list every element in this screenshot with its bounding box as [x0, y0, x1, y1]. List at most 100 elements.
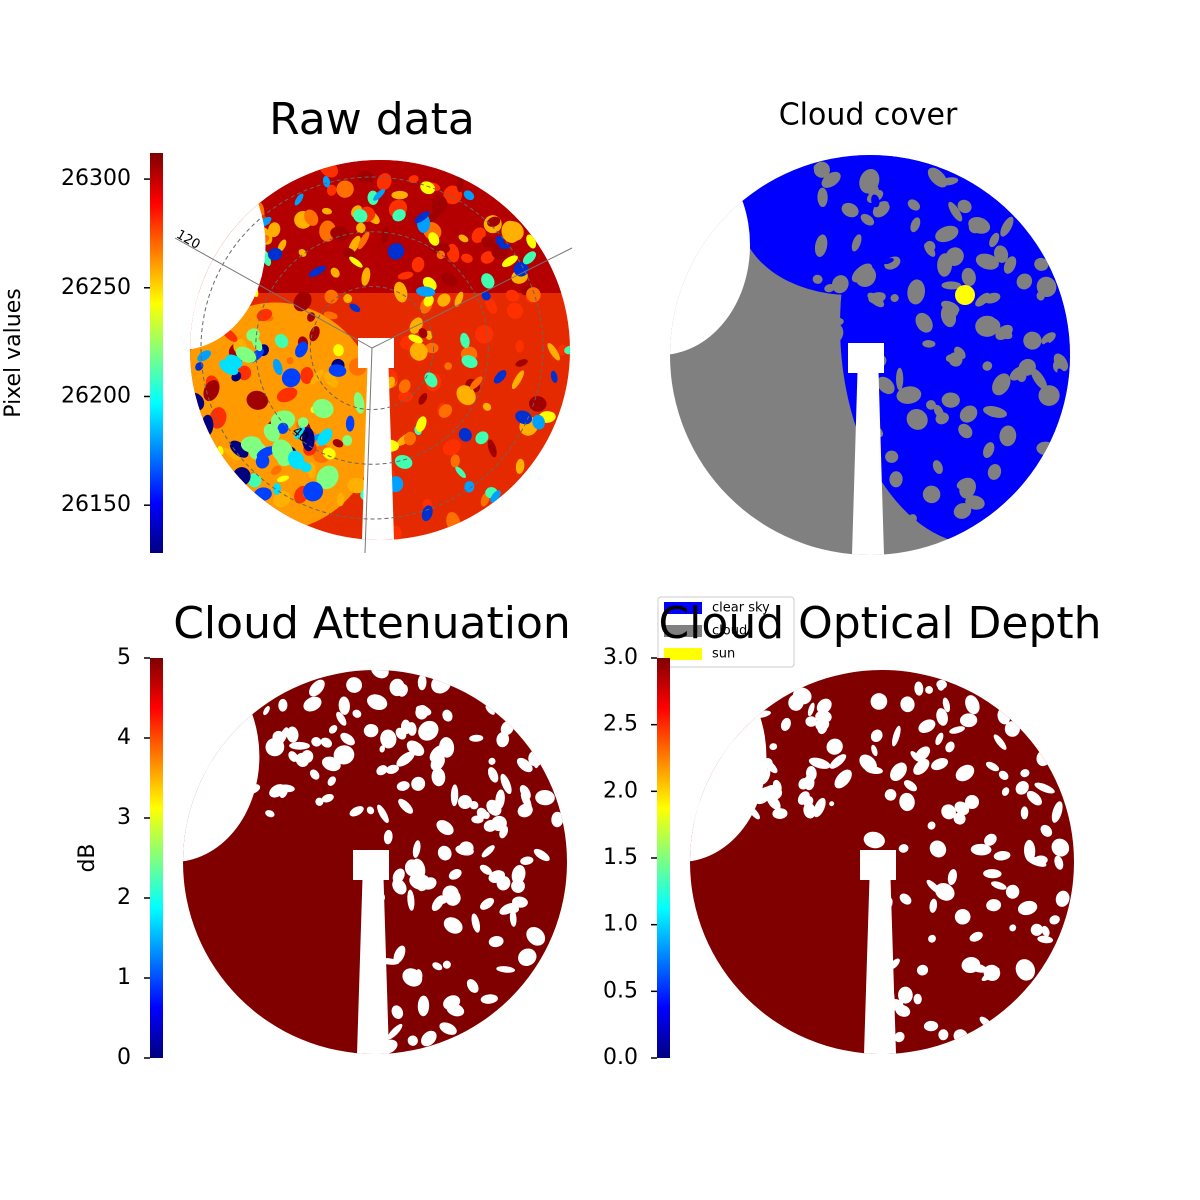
colorbar-tick-label: 0 — [117, 1045, 131, 1070]
image-blob — [323, 311, 338, 320]
image-blob — [448, 869, 462, 880]
image-blob — [328, 364, 347, 377]
image-blob — [430, 754, 445, 771]
image-blob — [1023, 331, 1042, 350]
image-blob — [268, 222, 281, 238]
image-blob — [263, 423, 280, 442]
image-blob — [363, 723, 379, 738]
colorbar-tick-label: 2 — [117, 885, 131, 910]
image-blob — [824, 283, 836, 293]
polar-grid — [200, 176, 544, 520]
image-blob — [550, 370, 558, 383]
panel-title: Cloud cover — [779, 98, 958, 133]
image-blob — [458, 427, 472, 442]
image-blob — [949, 726, 965, 734]
image-blob — [821, 419, 839, 439]
image-blob — [933, 404, 944, 419]
image-blob — [499, 243, 511, 250]
image-blob — [481, 273, 495, 289]
legend-swatch — [664, 648, 702, 660]
image-blob — [947, 869, 958, 886]
colorbar-tick-label: 0.5 — [603, 978, 638, 1003]
image-blob — [923, 1020, 939, 1032]
image-blob — [551, 811, 564, 828]
mask-mast — [864, 862, 896, 1054]
image-blob — [807, 702, 815, 717]
image-blob — [931, 758, 949, 771]
colorbar-label: Pixel values — [1, 288, 26, 417]
image-blob — [463, 190, 475, 201]
image-blob — [491, 815, 507, 832]
colorbar-tick-label: 3.0 — [603, 645, 638, 670]
image-blob — [392, 878, 407, 895]
image-blob — [998, 770, 1009, 780]
image-blob — [983, 406, 1007, 418]
image-blob — [455, 466, 466, 479]
image-blob — [429, 745, 445, 762]
image-blob — [321, 207, 332, 215]
image-blob — [417, 995, 430, 1017]
image-blob — [918, 719, 936, 734]
image-blob — [825, 306, 838, 321]
colorbar-tick-label: 1.0 — [603, 912, 638, 937]
image-blob — [983, 442, 995, 458]
image-blob — [240, 436, 262, 453]
image-blob — [821, 171, 841, 188]
image-blob — [826, 738, 843, 755]
image-blob — [443, 185, 463, 205]
image-blob — [273, 490, 291, 508]
colorbar-tick-label: 26300 — [61, 166, 131, 191]
image-blob — [935, 225, 959, 243]
image-blob — [229, 440, 249, 458]
image-blob — [975, 292, 991, 307]
image-blob — [993, 850, 1011, 861]
image-blob — [450, 784, 459, 807]
image-blob — [515, 410, 533, 425]
image-blob — [903, 780, 917, 792]
image-blob — [288, 751, 298, 762]
image-blob — [993, 245, 1009, 263]
image-blob — [274, 746, 282, 755]
image-blob — [317, 428, 333, 446]
image-blob — [411, 776, 426, 791]
image-blob — [898, 986, 913, 1004]
image-blob — [442, 709, 453, 722]
image-blob — [320, 737, 333, 748]
image-blob — [343, 247, 356, 260]
image-blob — [431, 195, 448, 214]
image-blob — [885, 450, 899, 463]
mask-mast — [357, 862, 389, 1054]
image-blob — [968, 220, 982, 234]
image-blob — [959, 713, 978, 728]
image-blob — [480, 897, 495, 910]
image-blob — [416, 286, 436, 297]
image-blob — [409, 342, 428, 361]
image-blob — [945, 741, 955, 753]
image-blob — [989, 232, 1000, 248]
image-blob — [469, 376, 483, 390]
colorbar-tick-label: 1 — [117, 965, 131, 990]
image-blob — [805, 716, 817, 727]
image-blob — [235, 346, 257, 363]
image-blob — [1054, 855, 1064, 870]
image-blob — [769, 743, 778, 751]
image-blob — [471, 913, 481, 933]
image-blob — [870, 693, 888, 710]
image-blob — [383, 829, 393, 845]
image-blob — [309, 326, 320, 342]
image-blob — [1016, 273, 1033, 290]
legend-label: cloud — [712, 624, 747, 639]
image-blob — [986, 899, 1002, 912]
image-blob — [421, 505, 433, 522]
mask-center — [353, 850, 389, 880]
image-blob — [475, 431, 489, 445]
image-blob — [336, 711, 347, 726]
image-blob — [914, 681, 924, 696]
image-blob — [929, 898, 938, 913]
image-blob — [900, 696, 915, 713]
image-blob — [910, 750, 921, 762]
image-blob — [281, 368, 301, 388]
image-blob — [407, 722, 417, 736]
image-blob — [926, 879, 941, 894]
image-blob — [841, 202, 859, 218]
